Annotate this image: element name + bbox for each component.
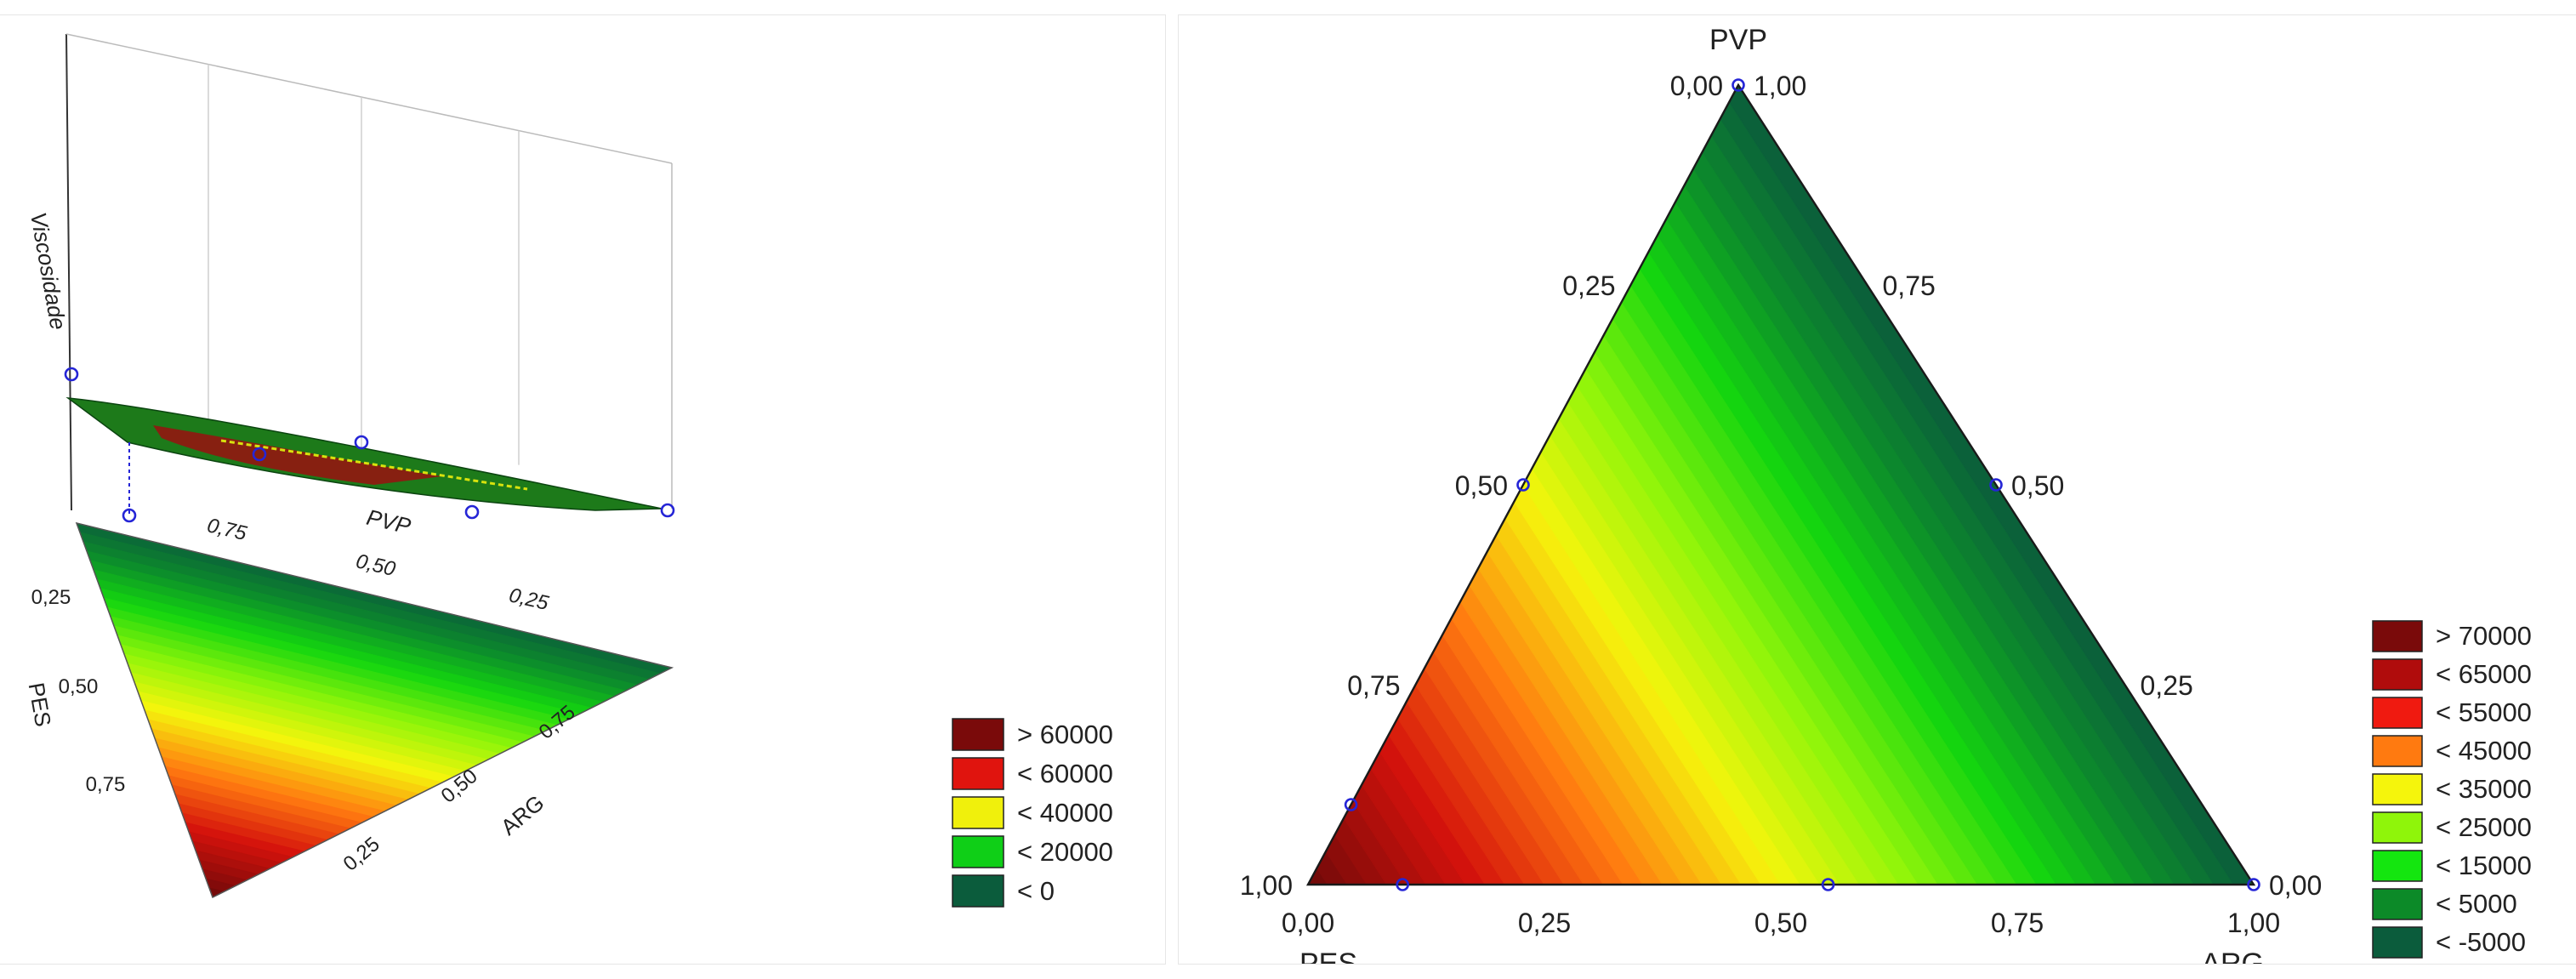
legend-swatch [2372,926,2423,959]
design-point [252,447,267,462]
design-point [354,435,369,450]
right-tick-label: 0,00 [2269,870,2322,901]
pvp-axis-label: PVP [364,504,413,539]
bottom-tick-label: 1,00 [2227,908,2280,938]
response-surface [65,396,662,511]
legend-label: < 15000 [2436,851,2532,880]
design-point [1396,878,1410,891]
pes-tick-label: 0,75 [86,773,126,796]
design-point [1989,478,2003,492]
legend-label: < 60000 [1017,759,1113,788]
legend-label: < 20000 [1017,837,1113,867]
legend-label: < 5000 [2436,889,2517,919]
legend-label: < 35000 [2436,774,2532,804]
legend-swatch [952,874,1004,908]
legend-swatch [2372,620,2423,652]
legend-swatch [2372,658,2423,691]
legend-swatch [2372,697,2423,729]
arg-tick-label: 0,25 [339,833,384,876]
design-point [1516,478,1530,492]
legend-swatch [952,718,1004,751]
right-tick-label: 0,75 [1883,270,1936,301]
legend-label: < 65000 [2436,659,2532,689]
legend-label: < 45000 [2436,736,2532,766]
legend-label: < 40000 [1017,798,1113,828]
legend-swatch [952,835,1004,868]
legend-swatch [2372,735,2423,767]
legend-swatch [2372,773,2423,805]
base-outline [75,521,674,899]
ternary-plot-panel: PVP PES ARG 0,00 0,25 0,50 0,75 1,00 1,00 0,75 0,5… [1179,15,2576,964]
legend-swatch [2372,850,2423,882]
surface-plot-svg: Viscosidade PVP 0,75 0,50 0,25 PES 0,25 0,50 0,7… [24,33,1113,908]
z-axis-label: Viscosidade [26,210,71,332]
design-point [64,367,79,382]
base-fill-group [76,522,674,898]
bottom-tick-label: 0,00 [1282,908,1334,938]
box-grid [65,33,673,511]
legend-label: < 0 [1017,876,1055,906]
legend-label: < 25000 [2436,812,2532,842]
ternary-outline [1305,83,2256,886]
legend-label: > 60000 [1017,720,1113,749]
right-tick-label: 1,00 [1754,71,1806,101]
design-point [1344,798,1358,811]
design-point [1732,78,1745,92]
legend-swatch [952,796,1004,829]
arg-axis-label: ARG [496,790,549,840]
left-tick-label: 0,50 [1455,470,1508,501]
surface-plot-panel: Viscosidade PVP 0,75 0,50 0,25 PES 0,25 0,50 0,7… [0,15,1165,964]
legend-swatch [2372,888,2423,920]
pes-tick-label: 0,50 [59,675,99,698]
pes-tick-label: 0,25 [31,586,71,609]
ternary-fill-group [1306,83,2255,885]
ternary-plot-svg: PVP PES ARG 0,00 0,25 0,50 0,75 1,00 1,00 0,75 0,5… [1240,24,2532,964]
vertex-label-pes: PES [1299,948,1357,964]
left-tick-label: 1,00 [1240,870,1293,901]
pvp-tick-label: 0,25 [507,583,551,615]
left-tick-label: 0,75 [1347,670,1400,701]
pvp-tick-label: 0,75 [205,514,249,545]
z-axis-line [65,33,72,511]
design-point [122,508,137,523]
wall-top-edge [65,33,673,164]
pes-axis-label: PES [24,680,57,728]
design-point [464,504,480,520]
pvp-tick-label: 0,50 [354,549,398,581]
vertex-label-arg: ARG [2201,948,2264,964]
design-point [1821,878,1835,891]
legend-label: < 55000 [2436,697,2532,727]
bottom-tick-label: 0,50 [1754,908,1807,938]
legend-label: > 70000 [2436,621,2532,651]
left-tick-label: 0,25 [1562,270,1615,301]
vertex-label-pvp: PVP [1709,24,1767,56]
design-point [2247,878,2260,891]
legend-swatch [2372,811,2423,844]
bottom-tick-label: 0,75 [1991,908,2044,938]
legend-label: < -5000 [2436,927,2526,957]
response-surface-mesh [220,439,528,491]
bottom-tick-label: 0,25 [1518,908,1571,938]
legend-swatch [952,757,1004,790]
right-tick-label: 0,50 [2011,470,2064,501]
design-point [660,503,675,518]
right-tick-label: 0,25 [2141,670,2193,701]
left-tick-label: 0,00 [1670,71,1723,101]
